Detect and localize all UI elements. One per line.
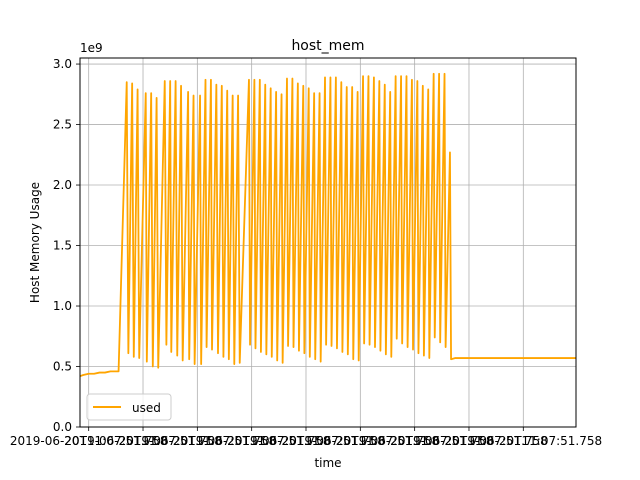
x-tick-label: 2019-06-20T11:07:51.758 xyxy=(444,434,602,448)
series-line-used xyxy=(80,72,576,378)
series-layer xyxy=(80,72,576,378)
y-tick-label: 1.5 xyxy=(53,239,72,253)
x-tick-label: 2019-06-20T11:07:51.758 xyxy=(281,434,439,448)
y-axis-ticks: 0.0 0.5 1.0 1.5 2.0 2.5 3.0 xyxy=(53,57,80,434)
x-tick-label: 2019-06-20T11:07:51.758 xyxy=(119,434,277,448)
x-tick-label: 2019-06-20T11:07:51.758 xyxy=(64,434,222,448)
y-tick-label: 3.0 xyxy=(53,57,72,71)
x-tick-label: 2019-06-20T11:07:51.758 xyxy=(227,434,385,448)
x-tick-label: 2019-06-20T11:07:51.758 xyxy=(336,434,494,448)
x-axis-label: time xyxy=(314,456,341,470)
legend-box xyxy=(86,393,172,421)
plot-frame xyxy=(79,57,577,428)
y-tick-label: 0.5 xyxy=(53,360,72,374)
y-axis-label: Host Memory Usage xyxy=(28,182,42,303)
x-tick-label: 2019-06-20T11:07:51.758 xyxy=(390,434,548,448)
x-tick-label: 2019-06-20T11:07:51.758 xyxy=(173,434,331,448)
y-tick-label: 0.0 xyxy=(53,420,72,434)
legend-label-used: used xyxy=(132,401,161,415)
chart-title: host_mem xyxy=(291,38,364,54)
x-tick-label: 2019-06-20T11:07:51.758 xyxy=(10,434,168,448)
legend: used xyxy=(86,393,172,421)
y-tick-label: 1.0 xyxy=(53,299,72,313)
y-tick-label: 2.0 xyxy=(53,178,72,192)
y-tick-label: 2.5 xyxy=(53,118,72,132)
x-axis-ticks: 2019-06-20T11:07:51.7582019-06-20T11:07:… xyxy=(10,427,602,448)
y-axis-scale-label: 1e9 xyxy=(80,41,103,55)
